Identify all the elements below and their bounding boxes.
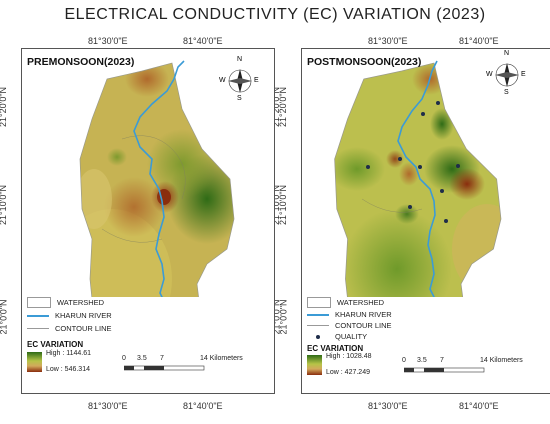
legend-watershed: WATERSHED <box>307 297 384 308</box>
scale-tick: 3.5 <box>417 357 427 364</box>
legend-watershed: WATERSHED <box>27 297 104 308</box>
scale-tick: 3.5 <box>137 355 147 362</box>
left-lat-tick: 21°0'0"N <box>278 299 289 335</box>
legend-river: KHARUN RIVER <box>27 311 112 320</box>
legend-river: KHARUN RIVER <box>307 310 392 319</box>
ec-color-ramp <box>27 352 42 372</box>
left-lat-tick: 21°0'0"N <box>0 299 9 335</box>
page-title: ELECTRICAL CONDUCTIVITY (EC) VARIATION (… <box>64 6 486 23</box>
top-lon-tick: 81°40'0"E <box>183 36 223 46</box>
bottom-lon-tick: 81°30'0"E <box>368 401 408 411</box>
compass-east-label: E <box>521 71 526 78</box>
bottom-lon-tick: 81°40'0"E <box>183 401 223 411</box>
scale-tick: 7 <box>160 355 164 362</box>
compass-west-label: W <box>219 77 226 84</box>
quality-sample-points <box>366 101 460 223</box>
bottom-lon-tick: 81°40'0"E <box>459 401 499 411</box>
scale-tick: 14 Kilometers <box>200 355 243 362</box>
ec-low-label: Low : 546.314 <box>46 366 90 373</box>
compass-north-label: N <box>504 50 510 57</box>
ec-high-label: High : 1028.48 <box>326 353 372 360</box>
left-lat-tick: 21°10'0"N <box>278 184 289 226</box>
map-season-label: POSTMONSOON(2023) <box>307 56 422 68</box>
scale-tick: 14 Kilometers <box>480 357 523 364</box>
premonsoon-legend: WATERSHED KHARUN RIVER CONTOUR LINE EC V… <box>22 297 274 393</box>
bottom-lon-tick: 81°30'0"E <box>88 401 128 411</box>
postmonsoon-legend: WATERSHED KHARUN RIVER CONTOUR LINE QUAL… <box>302 297 550 393</box>
compass-west-label: W <box>486 71 493 78</box>
ec-variation-title: EC VARIATION <box>27 340 84 349</box>
ec-color-ramp <box>307 355 322 375</box>
scale-tick: 0 <box>402 357 406 364</box>
top-lon-tick: 81°30'0"E <box>88 36 128 46</box>
left-lat-tick: 21°20'0"N <box>278 86 289 128</box>
legend-quality: QUALITY <box>307 332 367 341</box>
compass-north-label: N <box>237 56 243 63</box>
scale-bar <box>404 367 485 373</box>
ec-high-label: High : 1144.61 <box>46 350 92 357</box>
top-lon-tick: 81°30'0"E <box>368 36 408 46</box>
compass-east-label: E <box>254 77 259 84</box>
left-lat-tick: 21°20'0"N <box>0 86 9 128</box>
map-season-label: PREMONSOON(2023) <box>27 56 135 68</box>
top-lon-tick: 81°40'0"E <box>459 36 499 46</box>
ec-variation-title: EC VARIATION <box>307 344 364 353</box>
premonsoon-map-panel: N S E W PREMONSOON(2023) WATERSHED KHARU… <box>21 48 275 394</box>
ec-low-label: Low : 427.249 <box>326 369 370 376</box>
postmonsoon-map-panel: N S E W POSTMONSOON(2023) WATERSHED KHAR… <box>301 48 550 394</box>
left-lat-tick: 21°10'0"N <box>0 184 9 226</box>
legend-contour: CONTOUR LINE <box>307 321 392 330</box>
scale-tick: 7 <box>440 357 444 364</box>
scale-tick: 0 <box>122 355 126 362</box>
compass-south-label: S <box>237 95 242 102</box>
compass-south-label: S <box>504 89 509 96</box>
legend-contour: CONTOUR LINE <box>27 324 112 333</box>
scale-bar <box>124 365 205 371</box>
